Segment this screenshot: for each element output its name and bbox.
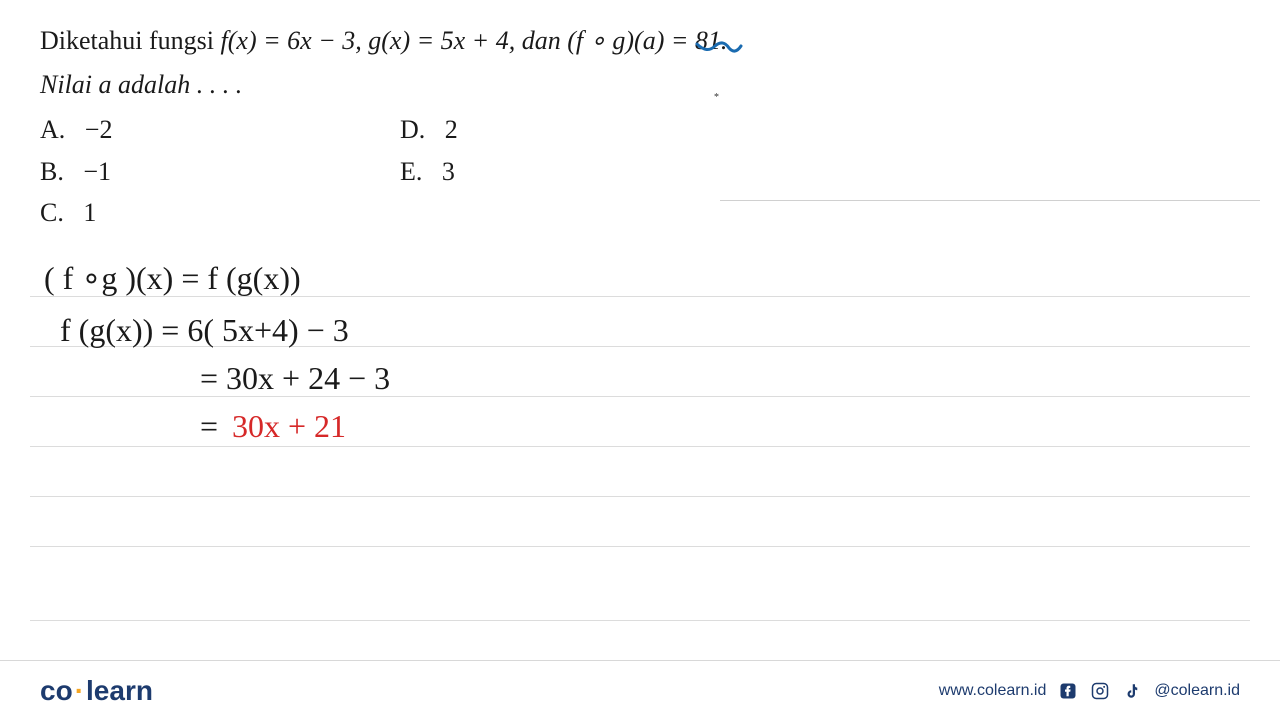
- separator-line: [720, 200, 1260, 201]
- instagram-icon: [1090, 681, 1110, 701]
- footer-bar: co · learn www.colearn.id @colearn.id: [0, 660, 1280, 720]
- options-row: A. −2 B. −1 C. 1 D. 2 E. 3: [40, 109, 1240, 234]
- option-c: C. 1: [40, 192, 400, 234]
- question-block: Diketahui fungsi f(x) = 6x − 3, g(x) = 5…: [0, 0, 1280, 244]
- ruled-line: [30, 496, 1250, 497]
- footer-handle: @colearn.id: [1154, 682, 1240, 700]
- work-line-4-eq: =: [200, 408, 218, 445]
- option-a: A. −2: [40, 109, 400, 151]
- question-line-2: Nilai a adalah . . . .: [40, 64, 1240, 106]
- logo-dot: ·: [75, 675, 84, 707]
- option-d: D. 2: [400, 109, 700, 151]
- ruled-line: [30, 446, 1250, 447]
- work-line-3: = 30x + 24 − 3: [200, 360, 390, 397]
- footer-right: www.colearn.id @colearn.id: [939, 681, 1240, 701]
- question-line-1: Diketahui fungsi f(x) = 6x − 3, g(x) = 5…: [40, 20, 1240, 62]
- work-line-4-val: 30x + 21: [232, 408, 346, 445]
- q-prefix: Diketahui fungsi: [40, 26, 221, 55]
- small-mark: *: [714, 92, 719, 103]
- logo-co: co: [40, 675, 73, 707]
- footer-url: www.colearn.id: [939, 682, 1047, 700]
- ruled-line: [30, 620, 1250, 621]
- work-line-1: ( f ∘g )(x) = f (g(x)): [44, 259, 301, 297]
- logo-learn: learn: [86, 675, 153, 707]
- tiktok-icon: [1122, 681, 1142, 701]
- ruled-line: [30, 546, 1250, 547]
- facebook-icon: [1058, 681, 1078, 701]
- option-b: B. −1: [40, 151, 400, 193]
- q-line2: Nilai a adalah . . . .: [40, 70, 242, 99]
- option-e: E. 3: [400, 151, 700, 193]
- work-line-2: f (g(x)) = 6( 5x+4) − 3: [60, 312, 349, 349]
- q-math: f(x) = 6x − 3, g(x) = 5x + 4, dan (f ∘ g…: [221, 26, 728, 55]
- options-col-left: A. −2 B. −1 C. 1: [40, 109, 400, 234]
- underline-annotation: [695, 40, 743, 58]
- options-col-right: D. 2 E. 3: [400, 109, 700, 234]
